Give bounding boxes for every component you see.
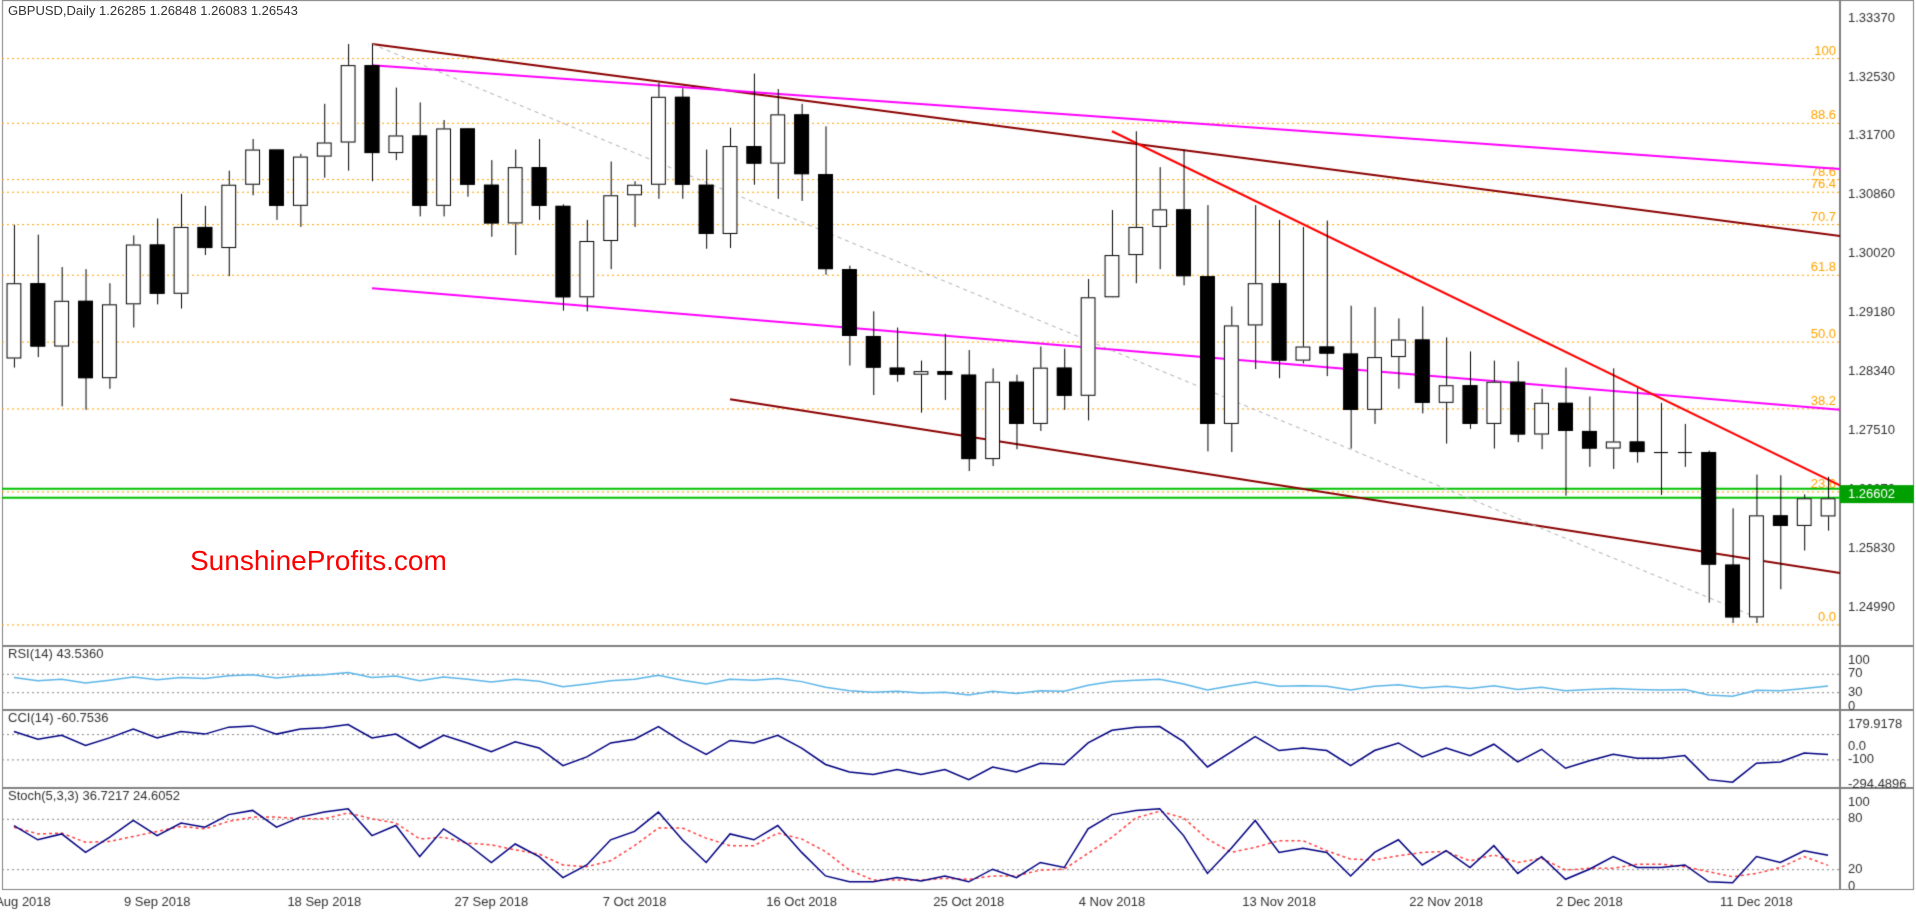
watermark-text: SunshineProfits.com	[190, 545, 447, 577]
forex-chart-canvas	[0, 0, 1916, 920]
chart-container: GBPUSD,Daily 1.26285 1.26848 1.26083 1.2…	[0, 0, 1916, 920]
chart-title: GBPUSD,Daily 1.26285 1.26848 1.26083 1.2…	[8, 3, 298, 18]
